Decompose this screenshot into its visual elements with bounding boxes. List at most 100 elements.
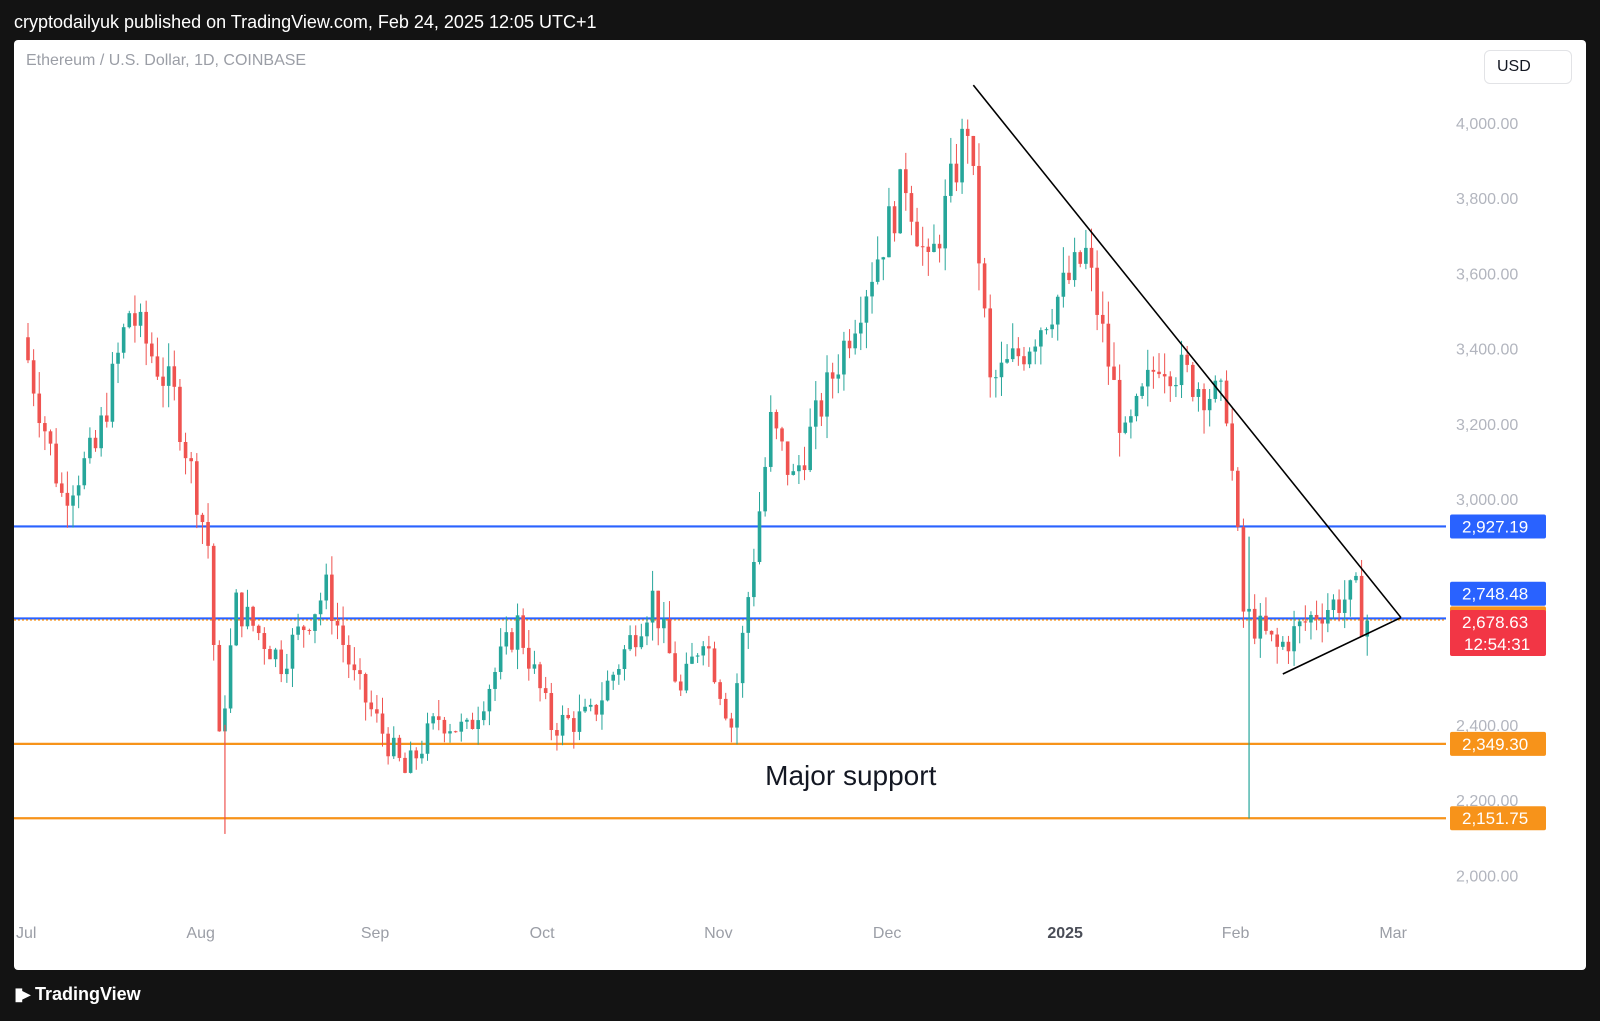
candle-body <box>200 514 205 523</box>
candle-body <box>487 688 492 712</box>
candle-body <box>403 757 407 773</box>
candle-body <box>926 246 931 252</box>
candle-body <box>949 163 953 196</box>
candle-body <box>138 311 143 326</box>
trendline <box>972 84 1402 619</box>
candle-body <box>88 437 92 459</box>
candle-body <box>397 737 402 758</box>
candle-body <box>268 649 272 660</box>
price-tag-2748: 2,748.48 <box>1462 585 1528 604</box>
candle-body <box>1168 376 1173 387</box>
candle-body <box>1303 621 1308 623</box>
x-tick-label: Nov <box>704 925 732 942</box>
candle-body <box>707 646 711 649</box>
x-tick-label: Aug <box>186 925 214 942</box>
candle-body <box>313 614 317 631</box>
candle-body <box>1106 323 1111 367</box>
candle-body <box>971 135 976 166</box>
candle-body <box>358 670 362 675</box>
candle-body <box>1286 641 1291 652</box>
candle-body <box>318 600 323 615</box>
candle-body <box>183 442 188 459</box>
candle-body <box>1055 296 1060 325</box>
candle-body <box>1365 620 1370 637</box>
candle-body <box>1145 369 1150 387</box>
candle-body <box>735 683 739 728</box>
price-tag-2349: 2,349.30 <box>1462 735 1528 754</box>
candle-body <box>1044 329 1049 331</box>
candle-body <box>909 193 914 222</box>
candle-body <box>785 441 790 475</box>
candle-body <box>549 693 554 731</box>
candle-body <box>172 366 177 387</box>
candle-body <box>712 648 717 683</box>
candle-body <box>465 719 469 722</box>
candle-body <box>1117 379 1122 433</box>
candle-body <box>954 163 959 183</box>
candle-body <box>391 737 396 757</box>
candle-body <box>836 374 841 379</box>
candle-body <box>459 721 464 732</box>
candle-body <box>662 618 666 629</box>
candle-body <box>1320 619 1325 624</box>
y-tick-label: 3,000.00 <box>1456 492 1518 509</box>
candle-body <box>189 458 193 462</box>
y-tick-label: 3,200.00 <box>1456 417 1518 434</box>
x-tick-label: 2025 <box>1047 925 1083 942</box>
candle-body <box>555 730 559 736</box>
candle-body <box>881 257 886 260</box>
tradingview-logo[interactable]: ▮▸ TradingView <box>14 984 141 1005</box>
y-tick-label: 2,200.00 <box>1456 793 1518 810</box>
candle-body <box>262 633 267 650</box>
footer-bar <box>0 970 1600 1021</box>
candle-body <box>408 750 413 773</box>
publish-header: cryptodailyuk published on TradingView.c… <box>0 0 1600 40</box>
candle-body <box>104 415 109 422</box>
candle-body <box>611 674 616 681</box>
candle-body <box>1112 366 1116 380</box>
y-tick-label: 2,400.00 <box>1456 718 1518 735</box>
candle-body <box>240 592 244 627</box>
candle-body <box>847 340 852 349</box>
candle-body <box>977 165 981 264</box>
candle-body <box>510 632 514 650</box>
candle-body <box>1179 354 1184 386</box>
candle-body <box>1202 389 1206 411</box>
candle-body <box>774 411 779 429</box>
candle-body <box>448 731 452 734</box>
candle-body <box>994 377 998 379</box>
candle-body <box>577 711 582 732</box>
candle-body <box>532 664 537 669</box>
candle-body <box>256 625 261 634</box>
candle-body <box>1337 599 1341 613</box>
candle-body <box>870 281 874 297</box>
candle-body <box>155 356 160 377</box>
candle-body <box>1219 380 1223 382</box>
candle-body <box>588 704 593 707</box>
currency-selector[interactable]: USD <box>1484 50 1572 84</box>
candle-body <box>76 485 81 496</box>
candle-body <box>864 296 869 323</box>
candle-body <box>1100 314 1105 324</box>
candle-body <box>802 465 807 471</box>
candle-body <box>251 606 255 626</box>
price-chart[interactable]: 2,000.00 2,200.00 2,400.00 3,000.00 3,200.00… <box>14 40 1586 970</box>
candle-body <box>425 723 430 754</box>
candle-body <box>161 376 165 386</box>
candle-body <box>386 733 390 757</box>
candle-body <box>937 243 942 249</box>
candle-body <box>149 343 154 357</box>
candle-body <box>920 246 925 248</box>
candle-body <box>729 718 734 728</box>
price-tag-2927-bg <box>1450 514 1546 539</box>
candle-body <box>195 461 199 515</box>
candle-body <box>43 423 47 432</box>
candle-body <box>375 709 379 714</box>
candle-body <box>904 169 908 194</box>
candle-body <box>1134 395 1139 417</box>
candle-body <box>1185 354 1189 365</box>
candle-body <box>1129 416 1133 423</box>
price-tag-2927: 2,927.19 <box>1462 517 1528 536</box>
chart-panel[interactable]: 2,000.00 2,200.00 2,400.00 3,000.00 3,200.00… <box>14 40 1586 970</box>
candle-body <box>633 635 638 648</box>
